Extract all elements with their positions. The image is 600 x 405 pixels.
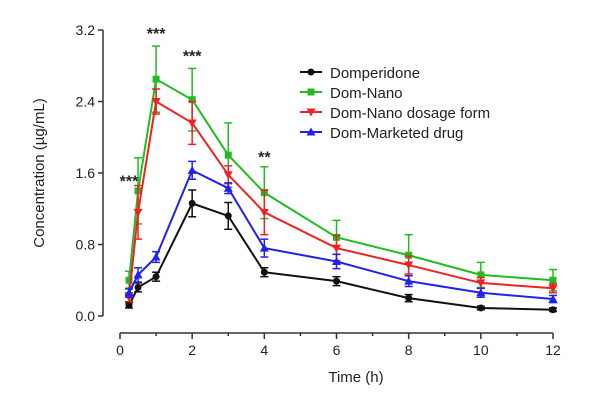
x-tick-label: 4 [260, 342, 268, 358]
y-tick-label: 0.0 [76, 308, 96, 324]
x-tick-label: 6 [333, 342, 341, 358]
data-point [125, 301, 133, 309]
legend: Domperidone Dom-Nano Dom-Nano dosage form D… [300, 65, 490, 142]
significance-annotation: *** [120, 173, 139, 190]
data-point [259, 243, 269, 252]
legend-marker [306, 108, 316, 117]
data-point [548, 284, 558, 293]
series-line [128, 99, 554, 298]
data-point [223, 183, 233, 192]
y-axis-label: Concentration (µg/mL) [31, 98, 48, 248]
data-point [549, 306, 557, 314]
data-point [133, 208, 143, 217]
data-point [187, 119, 197, 128]
series-line [128, 77, 554, 282]
data-point [152, 273, 160, 281]
series-0 [125, 189, 557, 314]
legend-marker [307, 88, 315, 96]
significance-annotation: *** [147, 26, 166, 43]
legend-marker [307, 68, 315, 76]
series-line [128, 202, 554, 311]
data-point [260, 268, 268, 276]
x-tick-label: 8 [405, 342, 413, 358]
x-tick-label: 12 [545, 342, 561, 358]
data-point [187, 165, 197, 174]
data-point [333, 277, 340, 285]
data-point [125, 276, 133, 284]
data-point [404, 261, 414, 270]
data-point [133, 270, 143, 279]
y-tick-label: 0.8 [76, 237, 96, 253]
data-point [223, 171, 233, 180]
data-point [151, 98, 161, 106]
data-point [549, 276, 557, 284]
data-point [332, 244, 341, 253]
x-axis-label: Time (h) [328, 369, 383, 386]
data-point [476, 279, 486, 288]
data-point [152, 75, 160, 83]
series-3 [124, 160, 558, 304]
data-point [124, 288, 134, 297]
x-tick-label: 2 [188, 342, 196, 358]
x-tick-label: 10 [473, 342, 489, 358]
data-point [332, 256, 341, 265]
significance-annotation: *** [183, 48, 202, 65]
data-point [188, 199, 196, 207]
data-point [548, 294, 558, 303]
legend-label: Domperidone [330, 65, 420, 82]
data-point [404, 276, 414, 285]
series-1 [125, 45, 557, 292]
legend-label: Dom-Marketed drug [330, 125, 463, 142]
significance-annotation: ** [258, 149, 271, 166]
data-point [477, 304, 485, 312]
data-point [224, 212, 232, 220]
y-tick-label: 3.2 [76, 22, 96, 38]
series-line [128, 168, 554, 301]
legend-marker [306, 127, 316, 136]
data-point [477, 271, 485, 279]
y-tick-label: 2.4 [76, 94, 96, 110]
data-point [188, 96, 196, 104]
data-point [405, 294, 413, 302]
data-point [476, 288, 486, 297]
y-tick-label: 1.6 [76, 165, 96, 181]
data-point [259, 208, 269, 217]
legend-label: Dom-Nano [330, 85, 403, 102]
data-point [224, 151, 232, 159]
data-point [134, 283, 142, 291]
x-tick-label: 0 [116, 342, 124, 358]
legend-label: Dom-Nano dosage form [330, 105, 490, 122]
data-point [405, 251, 413, 259]
data-point [151, 252, 161, 261]
